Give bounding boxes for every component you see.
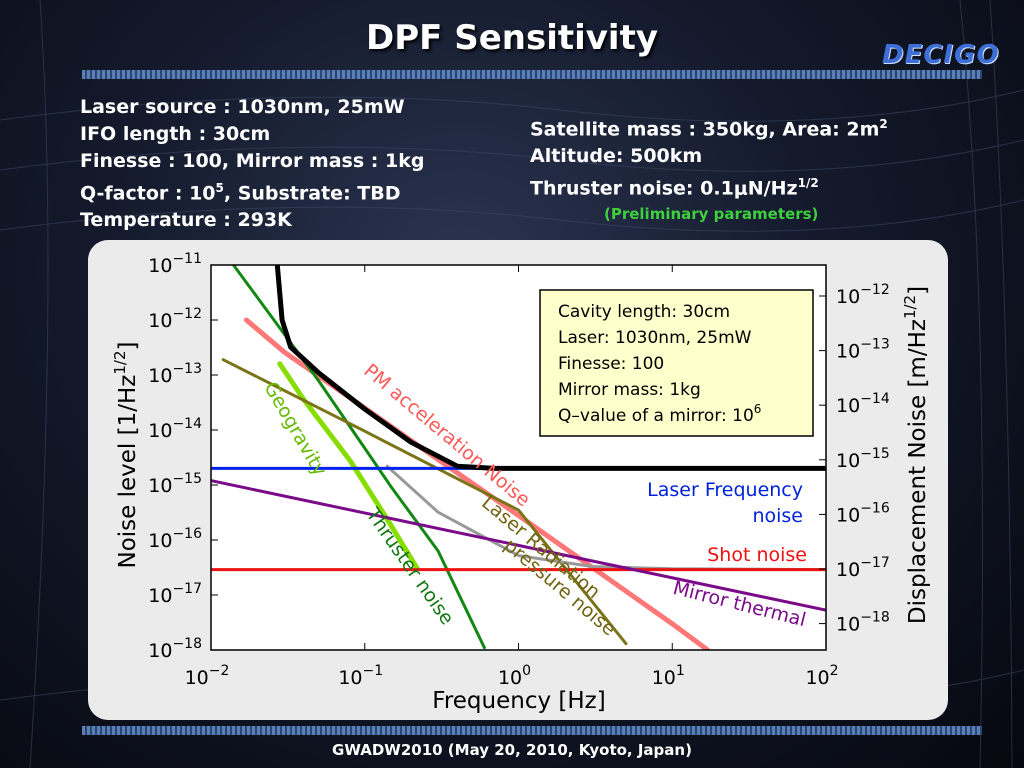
y2-axis-label: Displacement Noise [m/Hz1/2] <box>901 286 931 624</box>
y-tick-label: 10−12 <box>148 306 202 332</box>
x-tick-label: 101 <box>652 663 685 689</box>
series-group <box>211 265 826 650</box>
y2-tick-label: 10−18 <box>836 610 890 636</box>
param-line: Laser source : 1030nm, 25mW <box>80 96 405 118</box>
y-tick-label: 10−16 <box>148 526 202 552</box>
info-line: Laser: 1030nm, 25mW <box>558 328 752 348</box>
y-tick-label: 10−13 <box>148 361 202 387</box>
y-tick-label: 10−15 <box>148 471 202 497</box>
param-line: Thruster noise: 0.1μN/Hz1/2 <box>530 176 819 200</box>
y2-tick-label: 10−17 <box>836 555 890 581</box>
y-tick-label: 10−17 <box>148 581 202 607</box>
x-tick-label: 10−1 <box>338 663 383 689</box>
y-tick-label: 10−18 <box>148 636 202 662</box>
info-line: Q–value of a mirror: 106 <box>558 402 761 426</box>
y2-tick-label: 10−13 <box>836 337 890 363</box>
param-line: Temperature : 293K <box>80 209 292 232</box>
x-tick-label: 10−2 <box>185 663 230 689</box>
x-tick-label: 102 <box>805 663 838 689</box>
info-box <box>539 289 814 437</box>
param-line: Altitude: 500km <box>530 145 703 168</box>
total-sensitivity-curve <box>274 265 826 471</box>
x-axis-label: Frequency [Hz] <box>432 688 605 714</box>
info-line: Finesse: 100 <box>558 354 664 374</box>
pm-acceleration-noise-curve <box>243 317 711 650</box>
laser-frequency-noise-label: Laser Frequency noise <box>647 479 803 527</box>
y2-tick-label: 10−16 <box>836 500 890 526</box>
y-tick-label: 10−14 <box>148 416 202 442</box>
param-line: IFO length : 30cm <box>80 123 271 145</box>
preliminary-note: (Preliminary parameters) <box>604 205 819 223</box>
info-line: Cavity length: 30cm <box>558 302 730 322</box>
footer-text: GWADW2010 (May 20, 2010, Kyoto, Japan) <box>332 741 692 759</box>
y-tick-label: 10−11 <box>148 251 202 277</box>
param-line: Finesse : 100, Mirror mass : 1kg <box>80 150 425 172</box>
geogravity-curve <box>277 361 420 572</box>
info-line: Mirror mass: 1kg <box>558 380 701 400</box>
params-right: Satellite mass : 350kg, Area: 2m2 Altitu… <box>530 111 888 203</box>
shot-noise-label: Shot noise <box>707 544 807 566</box>
x-tick-label: 100 <box>498 663 531 689</box>
y2-tick-label: 10−15 <box>836 446 890 472</box>
page-title: DPF Sensitivity <box>366 18 658 58</box>
y2-tick-label: 10−12 <box>836 282 890 308</box>
bottom-divider <box>82 726 982 735</box>
top-divider <box>82 70 982 79</box>
laser-radiation-pressure-noise-curve <box>221 358 628 646</box>
param-line: Satellite mass : 350kg, Area: 2m2 <box>530 117 888 141</box>
param-line: Q-factor : 105, Substrate: TBD <box>80 181 401 205</box>
decigo-logo: DECIGO <box>882 40 1000 70</box>
mirror-thermal-curve <box>211 479 826 612</box>
y-axis-label: Noise level [1/Hz1/2] <box>111 342 141 569</box>
params-left: Laser source : 1030nm, 25mW IFO length :… <box>80 94 424 234</box>
y2-tick-label: 10−14 <box>836 391 890 417</box>
